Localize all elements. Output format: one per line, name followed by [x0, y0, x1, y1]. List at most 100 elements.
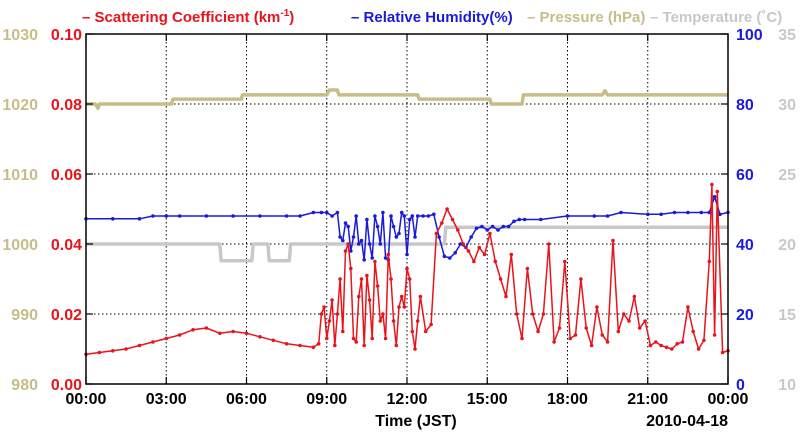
humidity-point — [349, 249, 353, 253]
humidity-point — [177, 214, 182, 218]
scattering-point — [284, 342, 289, 346]
humidity-point — [480, 224, 484, 229]
humidity-point — [565, 214, 570, 218]
humidity-point — [469, 235, 474, 239]
axis-pressure: 980 990 1000 1010 1020 1030 — [2, 27, 38, 394]
humidity-point — [421, 214, 425, 218]
scattering-point — [637, 326, 642, 330]
scattering-point — [568, 336, 572, 341]
series-pressure — [86, 88, 728, 110]
humidity-point — [375, 224, 380, 229]
scattering-point — [654, 340, 658, 344]
humidity-point — [718, 212, 722, 217]
scattering-point — [397, 305, 401, 309]
x-tick-label: 06:00 — [226, 391, 267, 408]
scattering-point — [445, 207, 449, 211]
scattering-point — [584, 326, 588, 330]
scattering-point — [204, 326, 209, 330]
humidity-point — [258, 214, 262, 218]
scattering-point — [686, 305, 690, 309]
scattering-point — [333, 343, 337, 348]
scattering-point — [563, 259, 567, 264]
scattering-point — [696, 347, 701, 351]
humidity-point — [402, 214, 407, 218]
scattering-tick-label: 0.00 — [51, 377, 82, 394]
scattering-point — [589, 343, 594, 348]
temperature-tick-label: 30 — [778, 97, 796, 114]
humidity-point — [391, 224, 396, 229]
scattering-point — [520, 336, 524, 341]
series-scattering — [84, 182, 730, 357]
scattering-point — [354, 340, 359, 344]
scattering-point — [319, 312, 324, 316]
axis-temperature: 10 15 20 25 30 35 — [778, 27, 796, 394]
scattering-point — [418, 294, 423, 299]
humidity-point — [338, 235, 342, 239]
scattering-point — [97, 350, 102, 355]
date-label: 2010-04-18 — [646, 413, 728, 430]
humidity-point — [672, 210, 677, 215]
pressure-tick-label: 1010 — [2, 167, 38, 184]
scattering-point — [413, 347, 417, 351]
humidity-point — [325, 210, 329, 215]
humidity-point — [485, 228, 490, 232]
scattering-tick-label: 0.08 — [51, 97, 82, 114]
scattering-point — [343, 249, 348, 253]
scattering-point — [365, 273, 369, 278]
humidity-point — [378, 242, 383, 246]
legend-pressure: – Pressure (hPa) — [527, 9, 645, 26]
scattering-point — [702, 338, 706, 343]
humidity-tick-label: 20 — [736, 307, 754, 324]
scattering-point — [415, 319, 420, 323]
humidity-point — [383, 256, 388, 260]
scattering-point — [482, 252, 487, 257]
scattering-point — [370, 336, 375, 341]
scattering-point — [664, 345, 669, 350]
pressure-tick-label: 1000 — [2, 237, 38, 254]
humidity-point — [699, 210, 704, 215]
temperature-line — [86, 225, 728, 263]
scattering-point — [405, 266, 409, 271]
scattering-point — [381, 312, 385, 316]
humidity-point — [397, 231, 401, 236]
scattering-point — [383, 336, 388, 341]
scattering-point — [346, 242, 351, 246]
temperature-tick-label: 25 — [778, 167, 796, 184]
humidity-point — [496, 228, 500, 232]
humidity-point — [394, 235, 399, 239]
x-tick-label: 18:00 — [547, 391, 588, 408]
scattering-point — [407, 277, 412, 281]
scattering-point — [461, 242, 466, 246]
scattering-point — [530, 312, 535, 316]
humidity-point — [330, 214, 334, 218]
scattering-point — [659, 343, 663, 348]
scattering-point — [605, 340, 610, 344]
scattering-point — [600, 333, 605, 337]
scattering-point — [429, 322, 433, 327]
scattering-point — [509, 252, 514, 257]
humidity-point — [426, 214, 431, 218]
scattering-point — [316, 342, 321, 346]
scattering-point — [595, 305, 599, 309]
scattering-point — [648, 343, 653, 348]
scattering-point — [271, 338, 276, 343]
humidity-point — [319, 210, 324, 215]
x-tick-label: 12:00 — [387, 391, 428, 408]
pressure-tick-label: 1020 — [2, 97, 38, 114]
scattering-point — [611, 238, 615, 243]
scattering-point — [456, 228, 460, 232]
humidity-point — [341, 238, 345, 243]
humidity-point — [357, 242, 361, 246]
humidity-point — [405, 252, 409, 257]
scattering-point — [335, 312, 340, 316]
scattering-point — [498, 277, 503, 281]
humidity-point — [365, 217, 369, 222]
scattering-point — [373, 259, 377, 264]
scattering-point — [707, 259, 712, 264]
pressure-tick-label: 1030 — [2, 27, 38, 44]
scattering-point — [375, 284, 380, 288]
humidity-point — [111, 217, 115, 221]
scattering-point — [472, 259, 476, 264]
pressure-tick-label: 990 — [11, 307, 38, 324]
